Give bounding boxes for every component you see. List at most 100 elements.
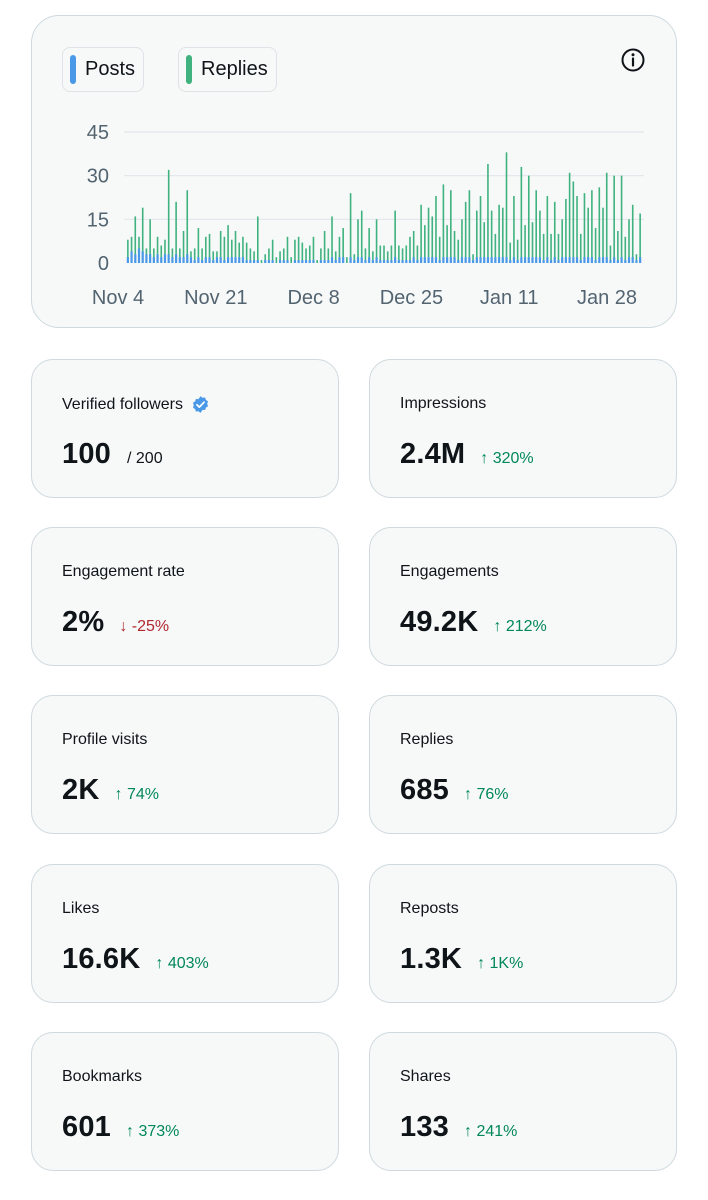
posts-bar	[360, 257, 363, 263]
stat-delta: ↑ 212%	[493, 618, 546, 636]
posts-bar	[349, 257, 352, 263]
replies-bar	[442, 184, 445, 263]
legend-posts-toggle[interactable]: Posts	[62, 47, 145, 92]
arrow-up-icon: ↑	[464, 1123, 472, 1140]
info-circle-icon[interactable]	[620, 47, 646, 73]
stat-card-impressions[interactable]: Impressions 2.4M ↑ 320%	[369, 359, 677, 498]
replies-bar	[602, 207, 604, 263]
posts-bar	[542, 260, 545, 263]
posts-bar	[446, 257, 449, 263]
stat-value: 100	[62, 438, 111, 470]
posts-bar	[252, 260, 256, 263]
posts-bar	[453, 257, 456, 263]
replies-bar	[297, 236, 300, 263]
posts-bar	[219, 257, 222, 263]
x-tick-label: Jan 28	[577, 287, 637, 309]
arrow-up-icon: ↑	[126, 1123, 134, 1140]
replies-bar	[468, 190, 471, 263]
replies-bar	[219, 230, 222, 263]
stat-value-row: 1.3K ↑ 1K%	[400, 943, 523, 976]
posts-bar	[639, 257, 642, 263]
posts-bar	[605, 257, 608, 263]
posts-bar	[197, 257, 200, 263]
replies-bar	[557, 233, 560, 263]
replies-bar	[464, 201, 467, 263]
posts-bar	[501, 257, 504, 263]
stat-delta-value: 74%	[126, 786, 159, 803]
posts-bar	[613, 257, 616, 263]
posts-bar	[286, 260, 289, 263]
stat-delta: ↑ 373%	[126, 1123, 179, 1141]
replies-bar	[153, 248, 155, 263]
posts-bar	[512, 257, 516, 263]
posts-bar	[238, 257, 241, 263]
legend-replies-label: Replies	[201, 58, 268, 80]
posts-color-swatch	[70, 55, 76, 84]
replies-bar	[379, 245, 382, 263]
stat-card-profile-visits[interactable]: Profile visits 2K ↑ 74%	[31, 695, 339, 834]
stat-card-shares[interactable]: Shares 133 ↑ 241%	[369, 1032, 677, 1171]
stat-delta-value: 320%	[492, 450, 534, 467]
replies-bar	[427, 207, 430, 263]
arrow-up-icon: ↑	[480, 450, 489, 467]
stat-card-engagements[interactable]: Engagements 49.2K ↑ 212%	[369, 527, 677, 666]
replies-bar	[598, 187, 601, 263]
stat-card-replies[interactable]: Replies 685 ↑ 76%	[369, 695, 677, 834]
posts-bar	[182, 257, 185, 263]
arrow-down-icon: ↓	[119, 618, 128, 635]
replies-bar	[628, 219, 630, 263]
stat-label: Impressions	[400, 395, 487, 412]
posts-bar	[523, 257, 527, 263]
replies-bar	[520, 166, 523, 263]
stat-card-bookmarks[interactable]: Bookmarks 601 ↑ 373%	[31, 1032, 339, 1171]
posts-bar	[405, 260, 408, 263]
posts-bar	[594, 260, 597, 263]
stat-card-engagement-rate[interactable]: Engagement rate 2% ↓ -25%	[31, 527, 339, 666]
y-tick-label: 0	[98, 253, 109, 275]
replies-bar	[156, 236, 159, 263]
posts-bar	[204, 257, 207, 263]
replies-bar	[364, 248, 367, 263]
posts-bar	[635, 260, 638, 263]
replies-bar	[527, 175, 530, 263]
posts-bar	[624, 260, 627, 263]
replies-bar	[308, 245, 311, 263]
stat-delta: ↑ 241%	[464, 1123, 517, 1141]
stat-card-reposts[interactable]: Reposts 1.3K ↑ 1K%	[369, 864, 677, 1003]
replies-bar	[271, 239, 274, 263]
posts-bar	[394, 257, 397, 263]
posts-bar	[401, 260, 404, 263]
stat-delta-value: 403%	[167, 955, 209, 972]
posts-bar	[338, 257, 341, 263]
posts-bar	[334, 260, 337, 263]
posts-bar	[234, 257, 237, 263]
posts-bar	[178, 257, 181, 263]
posts-bar	[293, 260, 297, 263]
replies-bar	[301, 242, 304, 263]
replies-bar	[561, 219, 563, 263]
posts-bar	[546, 257, 549, 263]
replies-bar	[260, 260, 263, 263]
replies-bar	[338, 236, 341, 263]
stat-value: 133	[400, 1111, 449, 1143]
stat-card-likes[interactable]: Likes 16.6K ↑ 403%	[31, 864, 339, 1003]
posts-bar	[471, 260, 475, 263]
stat-value-row: 601 ↑ 373%	[62, 1111, 179, 1144]
stat-card-verified-followers[interactable]: Verified followers 100 / 200	[31, 359, 339, 498]
posts-bar	[427, 257, 430, 263]
stat-delta: ↑ 320%	[480, 450, 533, 468]
replies-bar	[450, 190, 452, 263]
replies-bar	[349, 193, 352, 263]
replies-bar	[624, 236, 627, 263]
stat-delta-value: 212%	[505, 618, 547, 635]
replies-bar	[275, 257, 278, 263]
posts-bar	[590, 257, 593, 263]
legend-replies-toggle[interactable]: Replies	[178, 47, 277, 92]
replies-bar	[446, 225, 448, 263]
replies-bar	[550, 233, 552, 263]
posts-bar	[379, 260, 382, 263]
posts-bar	[256, 260, 259, 263]
replies-bar	[572, 181, 575, 263]
posts-bar	[193, 260, 196, 263]
posts-bar	[631, 257, 634, 263]
